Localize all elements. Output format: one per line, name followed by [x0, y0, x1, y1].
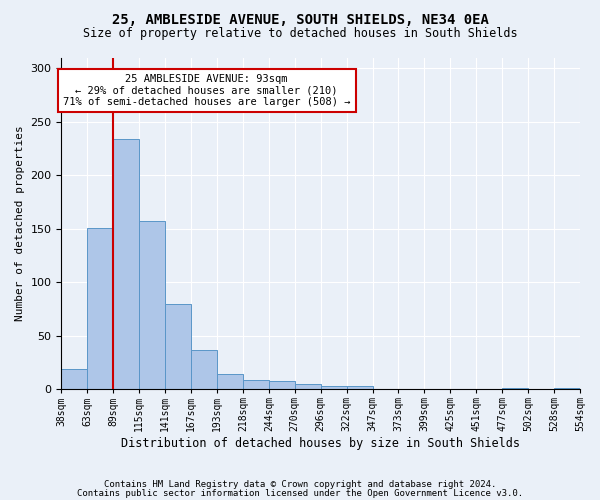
Bar [502, 388, 528, 389]
Bar [554, 388, 580, 389]
Text: 25, AMBLESIDE AVENUE, SOUTH SHIELDS, NE34 0EA: 25, AMBLESIDE AVENUE, SOUTH SHIELDS, NE3… [112, 12, 488, 26]
Y-axis label: Number of detached properties: Number of detached properties [15, 126, 25, 322]
Bar [217, 374, 243, 389]
Bar [139, 221, 165, 389]
Bar [113, 139, 139, 389]
Text: Size of property relative to detached houses in South Shields: Size of property relative to detached ho… [83, 28, 517, 40]
Bar [88, 228, 113, 389]
Bar [61, 369, 88, 389]
Text: 25 AMBLESIDE AVENUE: 93sqm
← 29% of detached houses are smaller (210)
71% of sem: 25 AMBLESIDE AVENUE: 93sqm ← 29% of deta… [63, 74, 350, 108]
Bar [347, 386, 373, 389]
Bar [191, 350, 217, 389]
Bar [243, 380, 269, 389]
Text: Contains public sector information licensed under the Open Government Licence v3: Contains public sector information licen… [77, 489, 523, 498]
Text: Contains HM Land Registry data © Crown copyright and database right 2024.: Contains HM Land Registry data © Crown c… [104, 480, 496, 489]
X-axis label: Distribution of detached houses by size in South Shields: Distribution of detached houses by size … [121, 437, 520, 450]
Bar [295, 384, 321, 389]
Bar [165, 304, 191, 389]
Bar [321, 386, 347, 389]
Bar [269, 380, 295, 389]
